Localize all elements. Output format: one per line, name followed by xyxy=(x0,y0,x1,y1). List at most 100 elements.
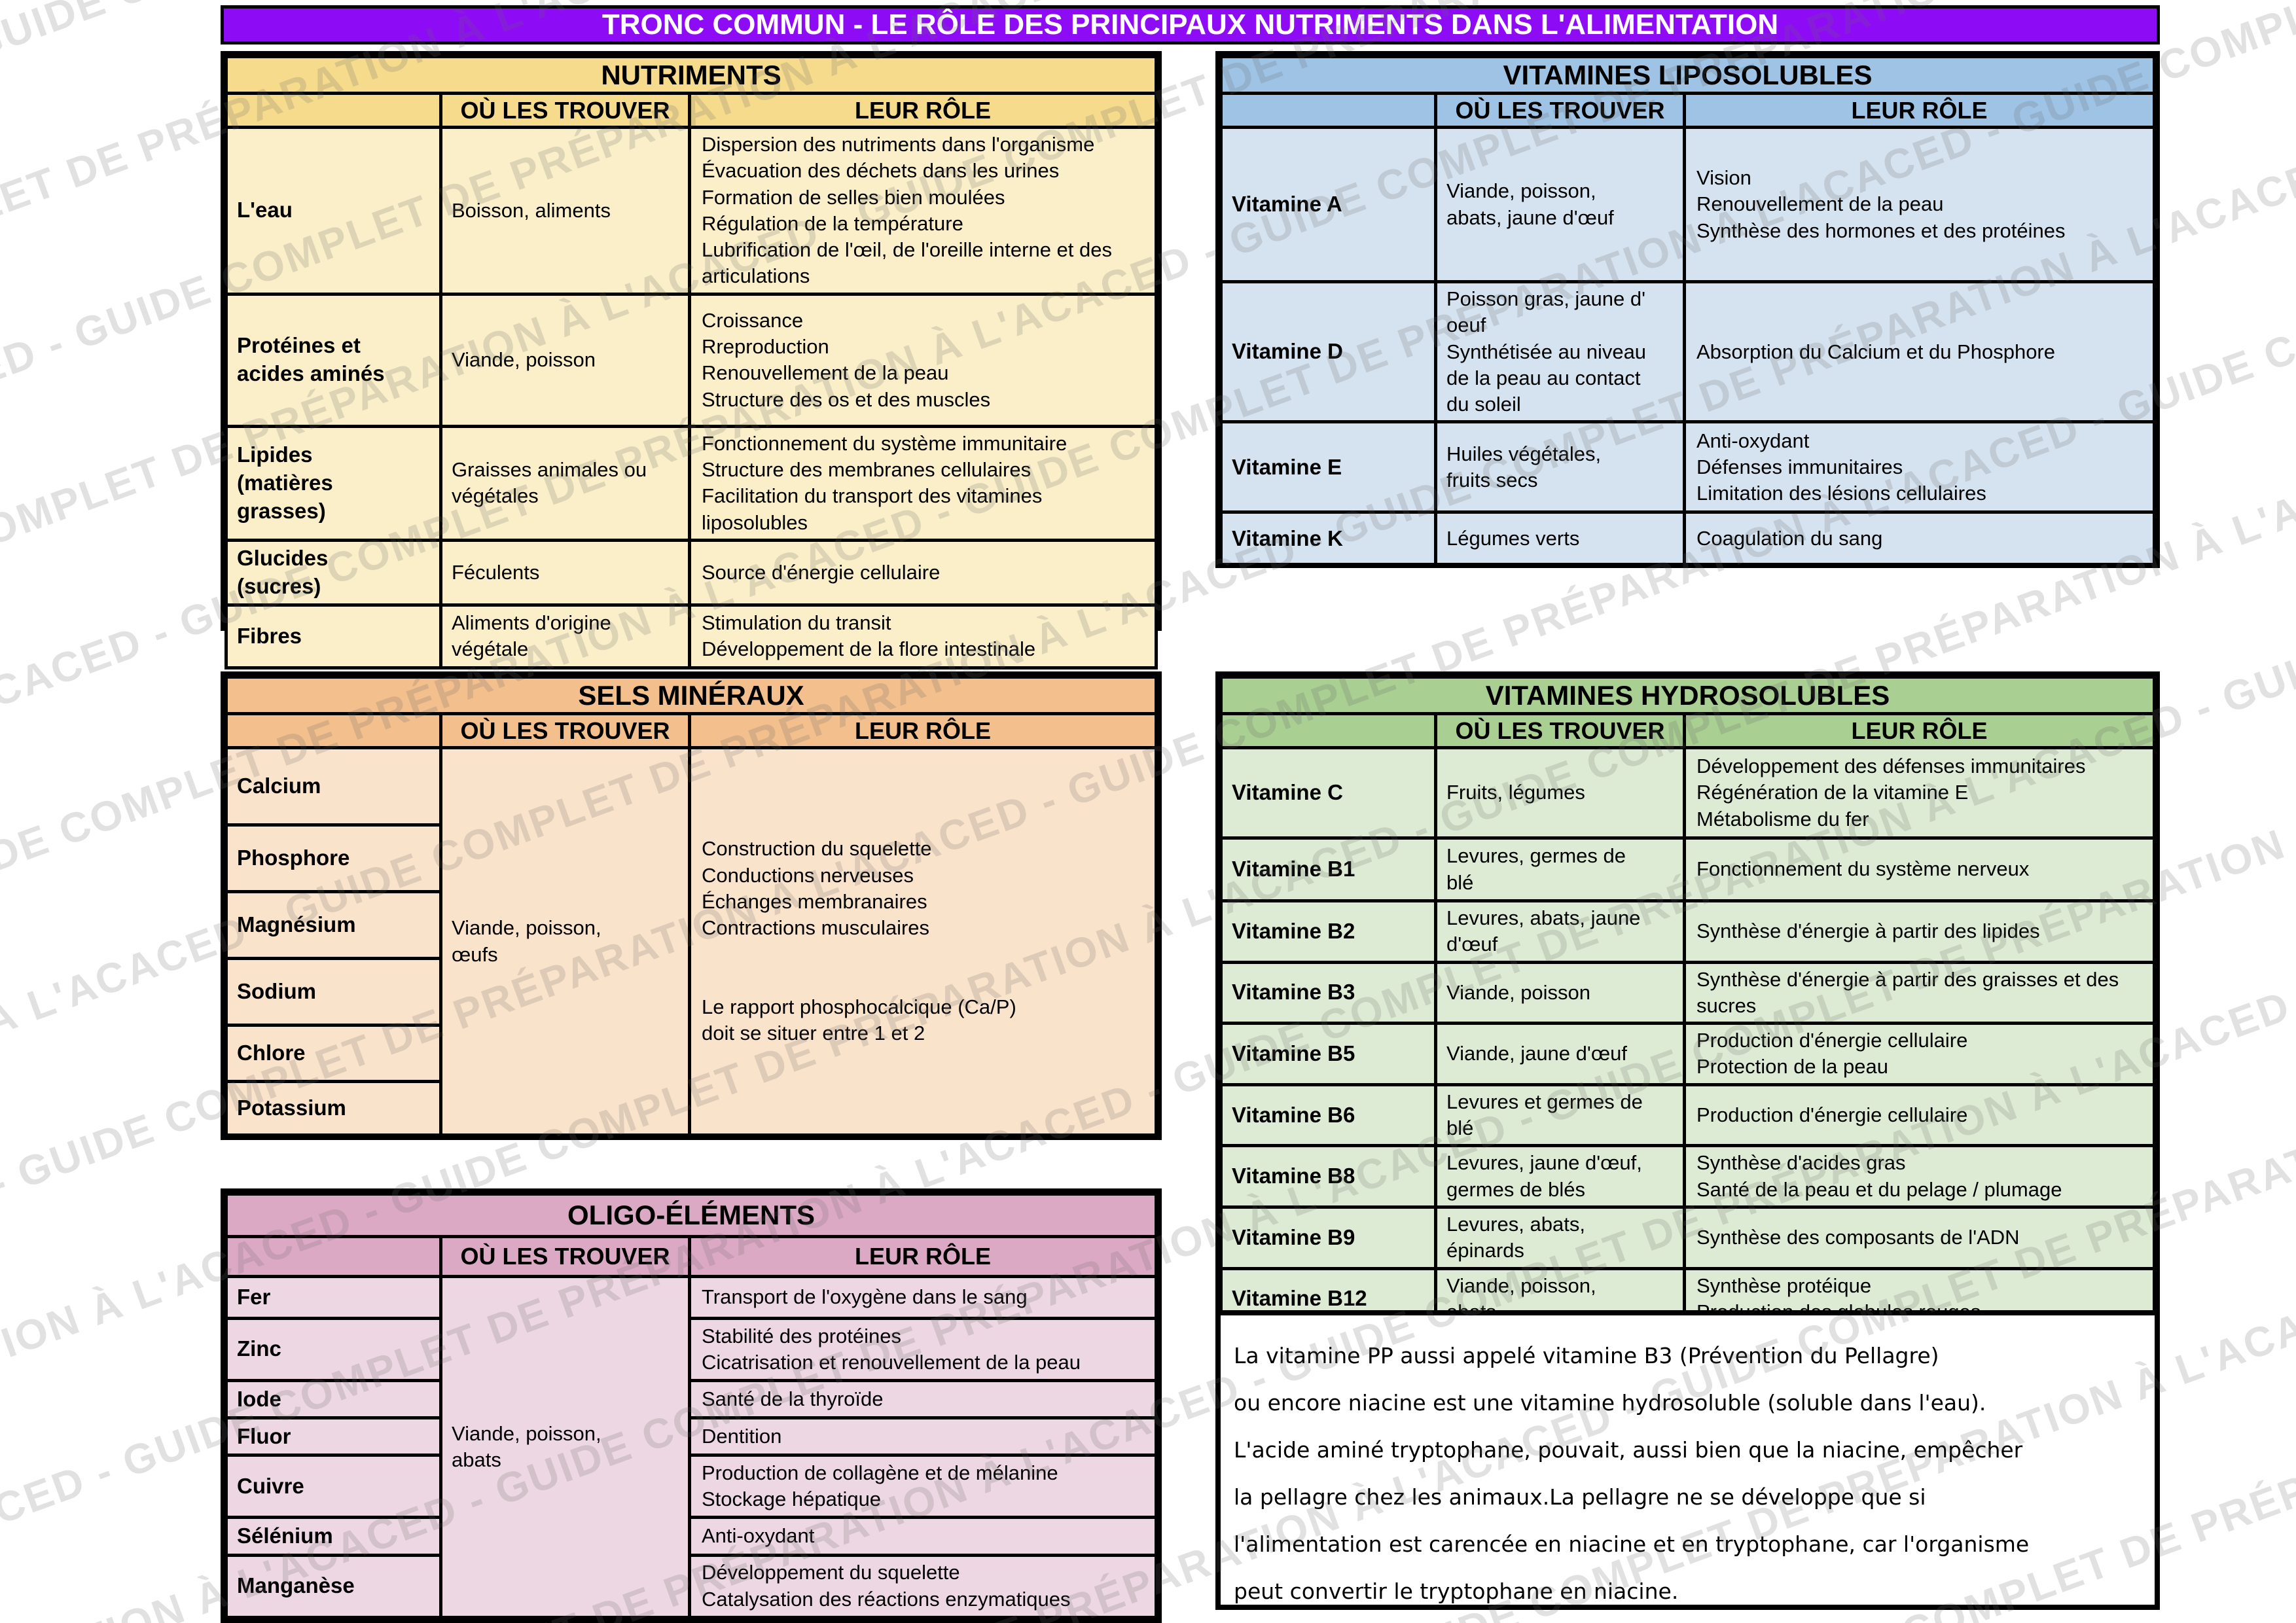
col-header-empty xyxy=(1219,92,1437,129)
table-title: OLIGO-ÉLÉMENTS xyxy=(224,1192,1158,1239)
nutrient-name-cell: L'eau xyxy=(224,126,442,296)
element-name-cell: Cuivre xyxy=(224,1454,442,1520)
source-cell: Fruits, légumes xyxy=(1434,746,1686,840)
vitamin-name-cell: Vitamine B8 xyxy=(1219,1144,1437,1209)
note-line: La vitamine PP aussi appelé vitamine B3 … xyxy=(1234,1343,1939,1368)
mineral-name-cell: Magnésium xyxy=(224,890,442,960)
role-cell: Développement du squelette Catalysation … xyxy=(688,1553,1158,1620)
role-cell: Fonctionnement du système nerveux xyxy=(1683,836,2156,902)
source-cell: Levures, abats, jaune d'œuf xyxy=(1434,899,1686,964)
note-line: L'acide aminé tryptophane, pouvait, auss… xyxy=(1234,1437,2023,1463)
page-title-bar: TRONC COMMUN - LE RÔLE DES PRINCIPAUX NU… xyxy=(221,5,2160,45)
vitamin-name-cell: Vitamine E xyxy=(1219,420,1437,514)
col-header-source: OÙ LES TROUVER xyxy=(439,92,691,129)
element-name-cell: Sélénium xyxy=(224,1516,442,1557)
table-row: Vitamine B3 Viande, poisson Synthèse d'é… xyxy=(1219,960,2156,1026)
source-cell: Levures, jaune d'œuf, germes de blés xyxy=(1434,1144,1686,1209)
element-name-cell: Iode xyxy=(224,1378,442,1420)
nutrient-name-cell: Fibres xyxy=(224,603,442,669)
table-row: Phosphore xyxy=(224,823,1157,893)
vitamin-name-cell: Vitamine B2 xyxy=(1219,899,1437,964)
table-row: Vitamine C Fruits, légumes Développement… xyxy=(1219,746,2156,840)
role-cell: Stabilité des protéines Cicatrisation et… xyxy=(688,1316,1158,1383)
vitamin-name-cell: Vitamine B6 xyxy=(1219,1082,1437,1148)
table-row: Sodium xyxy=(224,957,1157,1027)
source-cell: Boisson, aliments xyxy=(439,126,691,296)
role-cell: Anti-oxydant Défenses immunitaires Limit… xyxy=(1683,420,2156,514)
source-cell: Levures, abats, épinards xyxy=(1434,1205,1686,1270)
vitamin-name-cell: Vitamine B5 xyxy=(1219,1022,1437,1086)
col-header-source: OÙ LES TROUVER xyxy=(439,1235,691,1279)
vitamin-name-cell: Vitamine B3 xyxy=(1219,960,1437,1026)
table-row: Vitamine B1 Levures, germes de blé Fonct… xyxy=(1219,836,2156,902)
col-header-role: LEUR RÔLE xyxy=(1683,712,2156,749)
col-header-role: LEUR RÔLE xyxy=(688,92,1158,129)
role-cell: Synthèse d'énergie à partir des graisses… xyxy=(1683,960,2156,1026)
table-sels-mineraux: SELS MINÉRAUX OÙ LES TROUVER LEUR RÔLE C… xyxy=(221,671,1162,1140)
source-cell: Levures et germes de blé xyxy=(1434,1082,1686,1148)
element-name-cell: Manganèse xyxy=(224,1553,442,1620)
mineral-name-cell: Sodium xyxy=(224,957,442,1027)
role-cell: Santé de la thyroïde xyxy=(688,1378,1158,1420)
role-cell: Synthèse d'énergie à partir des lipides xyxy=(1683,899,2156,964)
source-cell: Légumes verts xyxy=(1434,510,1686,567)
mineral-name-cell: Phosphore xyxy=(224,823,442,893)
role-cell: Stimulation du transit Développement de … xyxy=(688,603,1158,669)
table-row: Magnésium xyxy=(224,890,1157,960)
col-header-source: OÙ LES TROUVER xyxy=(439,712,691,749)
role-cell: Synthèse d'acides gras Santé de la peau … xyxy=(1683,1144,2156,1209)
col-header-role: LEUR RÔLE xyxy=(1683,92,2156,129)
table-row: Cuivre Production de collagène et de mél… xyxy=(224,1454,1158,1520)
table-row: Vitamine B5 Viande, jaune d'œuf Producti… xyxy=(1219,1022,2156,1086)
note-line: l'alimentation est carencée en niacine e… xyxy=(1234,1531,2030,1557)
table-title: NUTRIMENTS xyxy=(224,55,1158,95)
role-cell: Anti-oxydant xyxy=(688,1516,1158,1557)
mineral-name-cell: Potassium xyxy=(224,1080,442,1137)
table-row: Vitamine B6 Levures et germes de blé Pro… xyxy=(1219,1082,2156,1148)
col-header-role: LEUR RÔLE xyxy=(688,712,1158,749)
source-cell: Viande, poisson, abats, jaune d'œuf xyxy=(1434,126,1686,283)
source-cell: Viande, poisson xyxy=(439,292,691,428)
mineral-name-cell: Chlore xyxy=(224,1024,442,1083)
note-line: la pellagre chez les animaux.La pellagre… xyxy=(1234,1484,1926,1510)
role-cell: Transport de l'oxygène dans le sang xyxy=(688,1275,1158,1320)
table-row: Zinc Stabilité des protéines Cicatrisati… xyxy=(224,1316,1158,1383)
source-cell: Viande, poisson xyxy=(1434,960,1686,1026)
source-cell: Poisson gras, jaune d' oeuf Synthétisée … xyxy=(1434,279,1686,424)
note-line: ou encore niacine est une vitamine hydro… xyxy=(1234,1390,1986,1416)
vitamin-name-cell: Vitamine C xyxy=(1219,746,1437,840)
table-row: Vitamine A Viande, poisson, abats, jaune… xyxy=(1219,126,2156,283)
role-cell: Production d'énergie cellulaire Protecti… xyxy=(1683,1022,2156,1086)
element-name-cell: Fer xyxy=(224,1275,442,1320)
role-cell: Dentition xyxy=(688,1416,1158,1457)
source-cell: Viande, jaune d'œuf xyxy=(1434,1022,1686,1086)
vitamin-name-cell: Vitamine B9 xyxy=(1219,1205,1437,1270)
element-name-cell: Fluor xyxy=(224,1416,442,1457)
page-title: TRONC COMMUN - LE RÔLE DES PRINCIPAUX NU… xyxy=(601,9,1779,41)
role-cell: Production de collagène et de mélanine S… xyxy=(688,1454,1158,1520)
nutrient-name-cell: Lipides (matières grasses) xyxy=(224,424,442,542)
table-title: VITAMINES HYDROSOLUBLES xyxy=(1219,675,2156,715)
table-row: Vitamine E Huiles végétales, fruits secs… xyxy=(1219,420,2156,514)
role-cell: Vision Renouvellement de la peau Synthès… xyxy=(1683,126,2156,283)
table-row: L'eau Boisson, aliments Dispersion des n… xyxy=(224,126,1158,296)
table-title: VITAMINES LIPOSOLUBLES xyxy=(1219,55,2156,95)
vitamin-name-cell: Vitamine B1 xyxy=(1219,836,1437,902)
table-title: SELS MINÉRAUX xyxy=(224,675,1158,715)
role-cell: Dispersion des nutriments dans l'organis… xyxy=(688,126,1158,296)
role-cell: Fonctionnement du système immunitaire St… xyxy=(688,424,1158,542)
col-header-empty xyxy=(224,1235,442,1279)
note-box: La vitamine PP aussi appelé vitamine B3 … xyxy=(1215,1310,2160,1610)
col-header-empty xyxy=(224,712,442,749)
nutrient-name-cell: Glucides (sucres) xyxy=(224,538,442,607)
vitamin-name-cell: Vitamine D xyxy=(1219,279,1437,424)
role-cell: Développement des défenses immunitaires … xyxy=(1683,746,2156,840)
table-vitamines-hydrosolubles: VITAMINES HYDROSOLUBLES OÙ LES TROUVER L… xyxy=(1215,671,2160,1332)
table-row: Vitamine K Légumes verts Coagulation du … xyxy=(1219,510,2156,567)
source-cell: Levures, germes de blé xyxy=(1434,836,1686,902)
mineral-name-cell: Calcium xyxy=(224,746,442,827)
source-cell: Huiles végétales, fruits secs xyxy=(1434,420,1686,514)
role-cell: Synthèse des composants de l'ADN xyxy=(1683,1205,2156,1270)
table-row: Potassium xyxy=(224,1080,1157,1137)
table-vitamines-liposolubles: VITAMINES LIPOSOLUBLES OÙ LES TROUVER LE… xyxy=(1215,51,2160,568)
